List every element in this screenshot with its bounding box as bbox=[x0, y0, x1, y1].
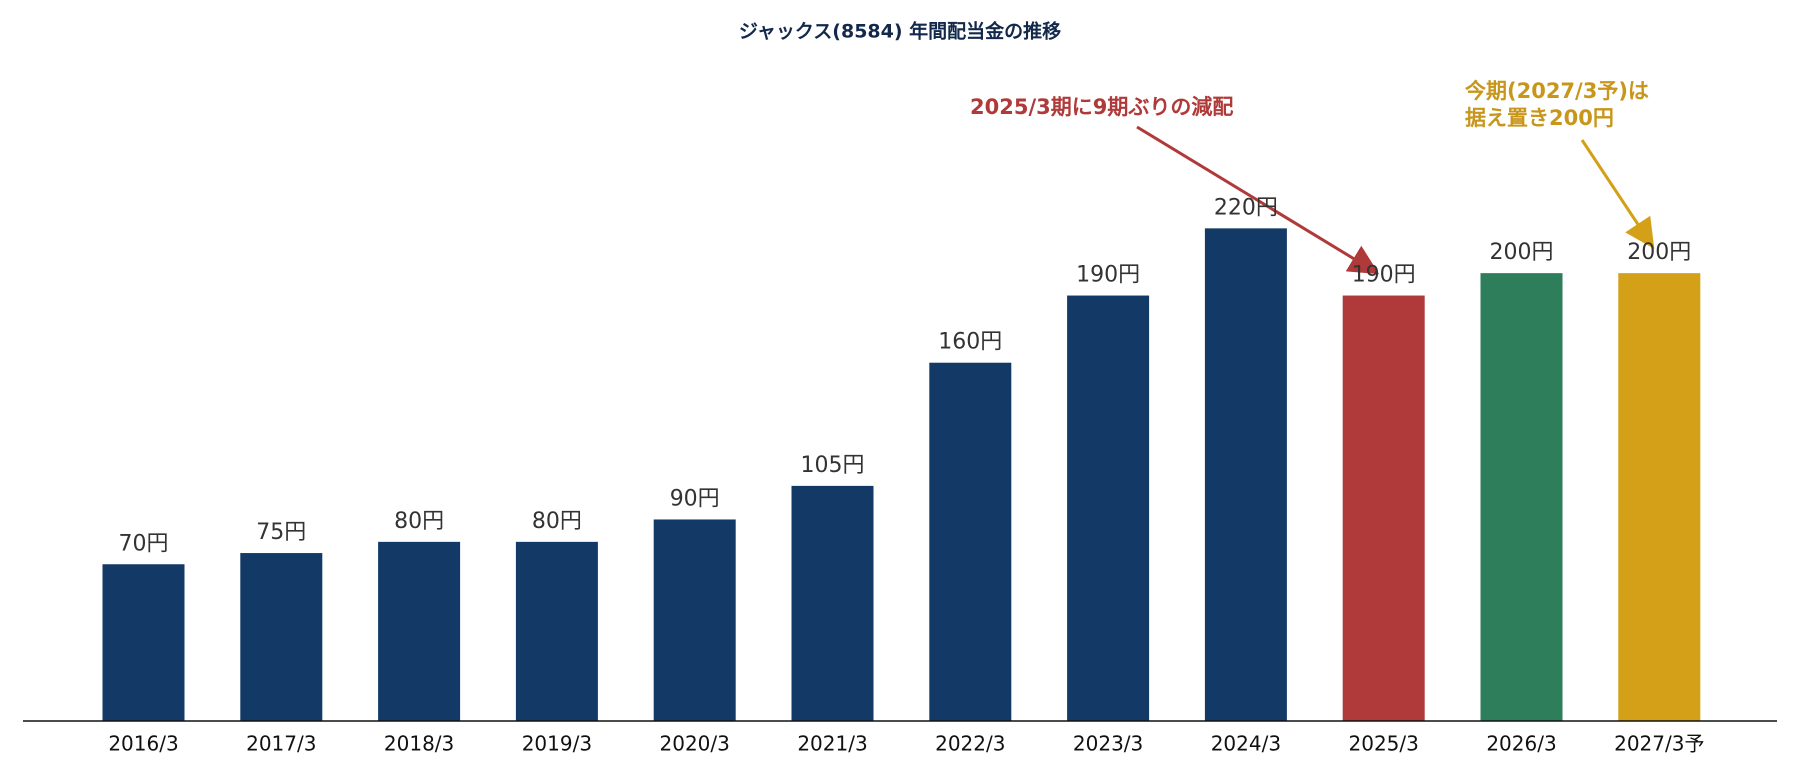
bar bbox=[515, 541, 598, 721]
value-label: 200円 bbox=[1627, 240, 1691, 265]
value-label: 80円 bbox=[394, 509, 444, 534]
annotation-arrow bbox=[1580, 139, 1655, 249]
x-tick-label: 2024/3 bbox=[1211, 732, 1281, 756]
x-tick-label: 2023/3 bbox=[1073, 732, 1143, 756]
value-label: 190円 bbox=[1076, 263, 1140, 288]
x-tick-label: 2020/3 bbox=[660, 732, 730, 756]
x-tick-label: 2025/3 bbox=[1349, 732, 1419, 756]
x-tick-label: 2021/3 bbox=[797, 732, 867, 756]
value-label: 190円 bbox=[1352, 263, 1416, 288]
bar bbox=[1067, 295, 1150, 721]
x-tick-label: 2027/3予 bbox=[1614, 732, 1704, 756]
annotation: 2025/3期に9期ぶりの減配 bbox=[970, 95, 1233, 119]
bar bbox=[1204, 228, 1287, 721]
bar bbox=[1480, 273, 1563, 721]
value-label: 220円 bbox=[1214, 195, 1278, 220]
bar bbox=[102, 564, 185, 721]
annotation: 今期(2027/3予)は bbox=[1465, 79, 1649, 103]
x-tick-label: 2017/3 bbox=[246, 732, 316, 756]
annotation: 据え置き200円 bbox=[1465, 106, 1614, 130]
x-tick-label: 2016/3 bbox=[108, 732, 178, 756]
bar bbox=[653, 519, 736, 721]
value-label: 70円 bbox=[119, 531, 169, 556]
bar bbox=[240, 553, 323, 721]
value-label: 90円 bbox=[670, 486, 720, 511]
annotation-arrow bbox=[1136, 125, 1380, 275]
bar bbox=[1618, 273, 1701, 721]
bar bbox=[1342, 295, 1425, 721]
x-tick-label: 2026/3 bbox=[1486, 732, 1556, 756]
value-label: 105円 bbox=[801, 453, 865, 478]
x-tick-label: 2019/3 bbox=[522, 732, 592, 756]
value-label: 75円 bbox=[256, 520, 306, 545]
chart-title: ジャックス(8584) 年間配当金の推移 bbox=[739, 20, 1061, 43]
bar bbox=[929, 362, 1012, 721]
value-label: 160円 bbox=[938, 330, 1002, 355]
bar bbox=[378, 541, 461, 721]
value-label: 80円 bbox=[532, 509, 582, 534]
x-tick-label: 2022/3 bbox=[935, 732, 1005, 756]
value-label: 200円 bbox=[1490, 240, 1554, 265]
bar bbox=[791, 485, 874, 721]
x-tick-label: 2018/3 bbox=[384, 732, 454, 756]
